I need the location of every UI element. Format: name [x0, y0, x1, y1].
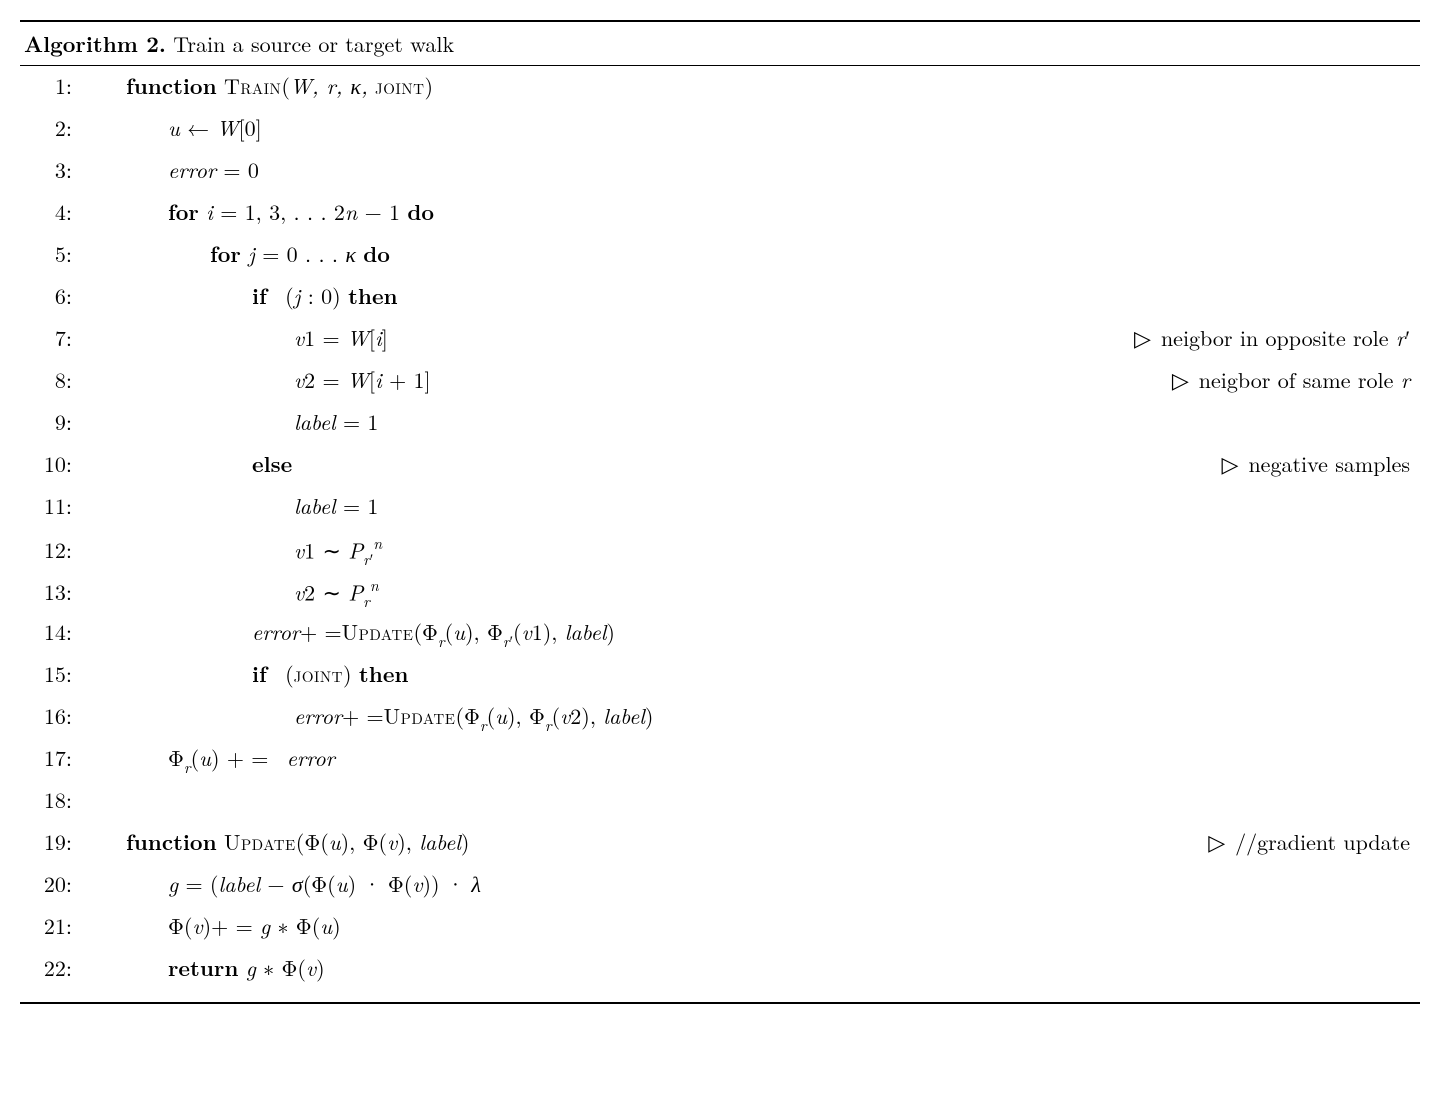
line-number: 18:	[24, 784, 84, 815]
algo-line: 5:for j = 0 . . . κ do	[24, 238, 1416, 280]
line-number: 8:	[24, 364, 84, 395]
algo-line: 11:label = 1	[24, 490, 1416, 532]
line-code: label = 1	[84, 490, 1416, 521]
line-number: 6:	[24, 280, 84, 311]
line-number: 22:	[24, 952, 84, 983]
line-number: 17:	[24, 742, 84, 773]
line-code: u ← W[0]	[84, 112, 1416, 143]
line-code: for j = 0 . . . κ do	[84, 238, 1416, 269]
line-code: v2 = W[i + 1]	[84, 364, 1172, 395]
line-comment: ▷negative samples	[1222, 448, 1416, 479]
line-code: Φr(u) + = error	[84, 742, 1416, 776]
line-code: return g ∗ Φ(v)	[84, 952, 1416, 983]
line-number: 5:	[24, 238, 84, 269]
line-code: v2 ∼ Prn	[84, 574, 1416, 611]
line-number: 1:	[24, 70, 84, 101]
line-number: 11:	[24, 490, 84, 521]
algorithm-box: Algorithm 2. Train a source or target wa…	[20, 20, 1420, 1004]
algo-line: 13:v2 ∼ Prn	[24, 574, 1416, 616]
line-code: v1 = W[i]	[84, 322, 1134, 353]
algo-line: 18:	[24, 784, 1416, 826]
algo-line: 8:v2 = W[i + 1]▷neigbor of same role r	[24, 364, 1416, 406]
line-number: 9:	[24, 406, 84, 437]
line-code: if (joint) then	[84, 658, 1416, 689]
algorithm-title: Train a source or target walk	[173, 28, 454, 59]
line-comment: ▷//gradient update	[1208, 826, 1416, 857]
line-number: 19:	[24, 826, 84, 857]
line-number: 14:	[24, 616, 84, 647]
algo-line: 4:for i = 1, 3, . . . 2n − 1 do	[24, 196, 1416, 238]
algorithm-number: Algorithm 2.	[24, 28, 166, 59]
line-number: 15:	[24, 658, 84, 689]
algo-line: 9:label = 1	[24, 406, 1416, 448]
algo-line: 22:return g ∗ Φ(v)	[24, 952, 1416, 994]
line-code: error = 0	[84, 154, 1416, 185]
line-number: 16:	[24, 700, 84, 731]
line-code: function Train(W, r, κ, joint)	[84, 70, 1416, 101]
line-code: label = 1	[84, 406, 1416, 437]
algo-line: 14:error+ =Update(Φr(u), Φr′(v1), label)	[24, 616, 1416, 658]
line-code: Φ(v)+ = g ∗ Φ(u)	[84, 910, 1416, 941]
algo-line: 15:if (joint) then	[24, 658, 1416, 700]
algo-line: 3:error = 0	[24, 154, 1416, 196]
algo-line: 12:v1 ∼ Pr′n	[24, 532, 1416, 574]
line-code: g = (label − σ(Φ(u) · Φ(v)) · λ	[84, 868, 1416, 899]
line-number: 13:	[24, 576, 84, 607]
algo-line: 7:v1 = W[i]▷neigbor in opposite role r′	[24, 322, 1416, 364]
line-number: 21:	[24, 910, 84, 941]
line-code: if (j : 0) then	[84, 280, 1416, 311]
line-code: error+ =Update(Φr(u), Φr′(v1), label)	[84, 616, 1416, 650]
algo-line: 20:g = (label − σ(Φ(u) · Φ(v)) · λ	[24, 868, 1416, 910]
line-comment: ▷neigbor of same role r	[1172, 364, 1416, 395]
algo-line: 19:function Update(Φ(u), Φ(v), label)▷//…	[24, 826, 1416, 868]
line-number: 10:	[24, 448, 84, 479]
line-number: 20:	[24, 868, 84, 899]
line-number: 12:	[24, 534, 84, 565]
line-code: function Update(Φ(u), Φ(v), label)	[84, 826, 1208, 857]
line-code: else	[84, 448, 1222, 479]
line-number: 7:	[24, 322, 84, 353]
algorithm-header: Algorithm 2. Train a source or target wa…	[20, 22, 1420, 66]
algo-line: 2:u ← W[0]	[24, 112, 1416, 154]
line-comment: ▷neigbor in opposite role r′	[1134, 322, 1416, 353]
line-number: 4:	[24, 196, 84, 227]
algo-line: 21:Φ(v)+ = g ∗ Φ(u)	[24, 910, 1416, 952]
line-code: for i = 1, 3, . . . 2n − 1 do	[84, 196, 1416, 227]
algo-line: 6:if (j : 0) then	[24, 280, 1416, 322]
algo-line: 16:error+ =Update(Φr(u), Φr(v2), label)	[24, 700, 1416, 742]
algo-line: 1:function Train(W, r, κ, joint)	[24, 70, 1416, 112]
line-number: 3:	[24, 154, 84, 185]
line-code: error+ =Update(Φr(u), Φr(v2), label)	[84, 700, 1416, 734]
algo-line: 17:Φr(u) + = error	[24, 742, 1416, 784]
algorithm-body: 1:function Train(W, r, κ, joint)2:u ← W[…	[20, 66, 1420, 1002]
algo-line: 10:else▷negative samples	[24, 448, 1416, 490]
line-number: 2:	[24, 112, 84, 143]
line-code: v1 ∼ Pr′n	[84, 532, 1416, 569]
